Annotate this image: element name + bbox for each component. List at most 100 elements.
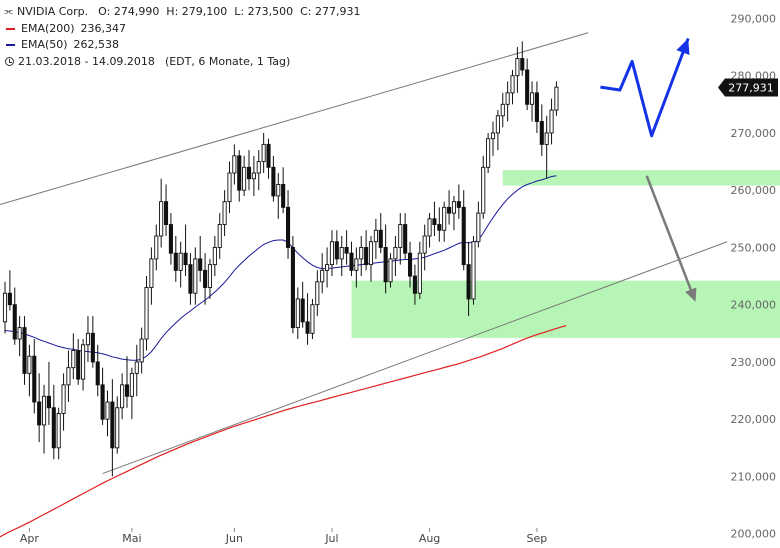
last-price-label: 277,931 — [728, 82, 774, 95]
candle-up — [368, 241, 374, 266]
candle-up — [251, 172, 256, 180]
x-tick-label: Aug — [419, 532, 440, 545]
candle-down — [124, 384, 130, 397]
candle-up — [17, 327, 22, 340]
zone-lower — [351, 280, 780, 338]
candle-up — [256, 161, 261, 174]
candle-down — [412, 275, 417, 294]
candle-down — [22, 327, 27, 374]
y-tick-label: 260,000 — [731, 184, 777, 197]
candle-up — [354, 258, 359, 271]
candle-down — [437, 224, 442, 231]
candle-down — [271, 166, 276, 197]
candle-up — [549, 109, 554, 134]
candle-down — [7, 292, 12, 306]
candle-down — [403, 224, 408, 254]
candle-down — [344, 246, 349, 254]
candle-up — [115, 407, 120, 449]
candle-up — [320, 269, 325, 283]
x-tick-label: Apr — [20, 532, 40, 545]
candle-up — [471, 241, 476, 300]
candle-up — [71, 350, 76, 369]
ema50-label: EMA(50) — [21, 38, 68, 51]
candle-down — [349, 252, 354, 271]
candle-up — [159, 201, 164, 237]
candles — [2, 41, 559, 477]
candle-up — [422, 235, 427, 254]
candle-down — [534, 92, 539, 122]
candle-up — [295, 298, 300, 329]
candle-up — [139, 338, 144, 363]
candle-down — [100, 384, 105, 420]
ohlc-values: O: 274,990 H: 279,100 L: 273,500 C: 277,… — [98, 5, 361, 18]
candle-up — [544, 132, 549, 145]
candle-down — [290, 246, 295, 329]
candle-up — [222, 201, 227, 225]
candle-up — [388, 258, 393, 283]
bearish-arrow-line — [645, 175, 692, 291]
candle-up — [359, 246, 364, 260]
legend-period-row: 21.03.2018 - 14.09.2018 (EDT, 6 Monate, … — [4, 54, 360, 71]
candle-up — [398, 224, 403, 248]
candle-up — [373, 229, 378, 243]
candle-up — [217, 224, 222, 248]
candle-up — [490, 132, 496, 140]
candle-up — [442, 206, 447, 231]
candle-up — [486, 138, 491, 168]
candle-up — [144, 287, 149, 340]
candle-up — [149, 258, 154, 288]
ema200-swatch — [6, 27, 15, 30]
candle-up — [193, 258, 198, 294]
candle-up — [154, 235, 159, 260]
legend-symbol-row: ⫘ NVIDIA Corp. O: 274,990 H: 279,100 L: … — [4, 4, 360, 21]
candle-down — [281, 184, 286, 208]
candle-up — [81, 344, 86, 380]
bullish-forecast-path — [600, 37, 690, 138]
candle-down — [246, 166, 252, 180]
candle-down — [525, 69, 530, 105]
candle-up — [554, 86, 559, 111]
candle-up — [510, 75, 515, 94]
candle-down — [183, 252, 188, 266]
candle-up — [261, 143, 266, 163]
upper-trendline — [0, 32, 589, 205]
candle-up — [134, 361, 139, 374]
candle-up — [27, 355, 32, 374]
candle-down — [378, 229, 383, 248]
y-tick-label: 230,000 — [731, 356, 777, 369]
candle-up — [476, 212, 481, 243]
legend-ema200-row: EMA(200) 236,347 — [4, 21, 360, 38]
zone-upper — [502, 170, 780, 186]
candle-up — [120, 384, 125, 409]
chart-legend: ⫘ NVIDIA Corp. O: 274,990 H: 279,100 L: … — [4, 4, 360, 70]
candle-up — [212, 246, 217, 266]
candle-up — [315, 281, 320, 306]
bearish-arrowhead — [685, 287, 697, 302]
candle-up — [329, 241, 335, 266]
bullish-arrowhead — [676, 38, 690, 55]
candle-down — [432, 218, 437, 225]
candle-down — [447, 206, 452, 214]
candle-up — [495, 115, 500, 134]
candle-up — [310, 304, 315, 334]
candle-down — [163, 201, 169, 225]
candle-down — [466, 264, 471, 300]
support-zones — [351, 170, 780, 338]
x-tick-label: Jun — [225, 532, 243, 545]
candle-down — [300, 298, 305, 323]
candle-up — [242, 166, 247, 191]
y-tick-label: 290,000 — [731, 12, 777, 25]
candle-down — [37, 401, 42, 426]
legend-ema50-row: EMA(50) 262,538 — [4, 37, 360, 54]
candle-down — [90, 332, 95, 363]
candle-down — [456, 201, 461, 208]
y-tick-label: 270,000 — [731, 127, 777, 140]
candle-up — [500, 103, 505, 117]
candle-up — [276, 184, 281, 197]
y-tick-label: 200,000 — [731, 528, 777, 541]
candle-down — [198, 258, 203, 271]
period-range: 21.03.2018 - 14.09.2018 — [18, 54, 155, 68]
candle-up — [61, 384, 66, 414]
trendlines — [0, 32, 728, 475]
candle-up — [505, 92, 510, 105]
